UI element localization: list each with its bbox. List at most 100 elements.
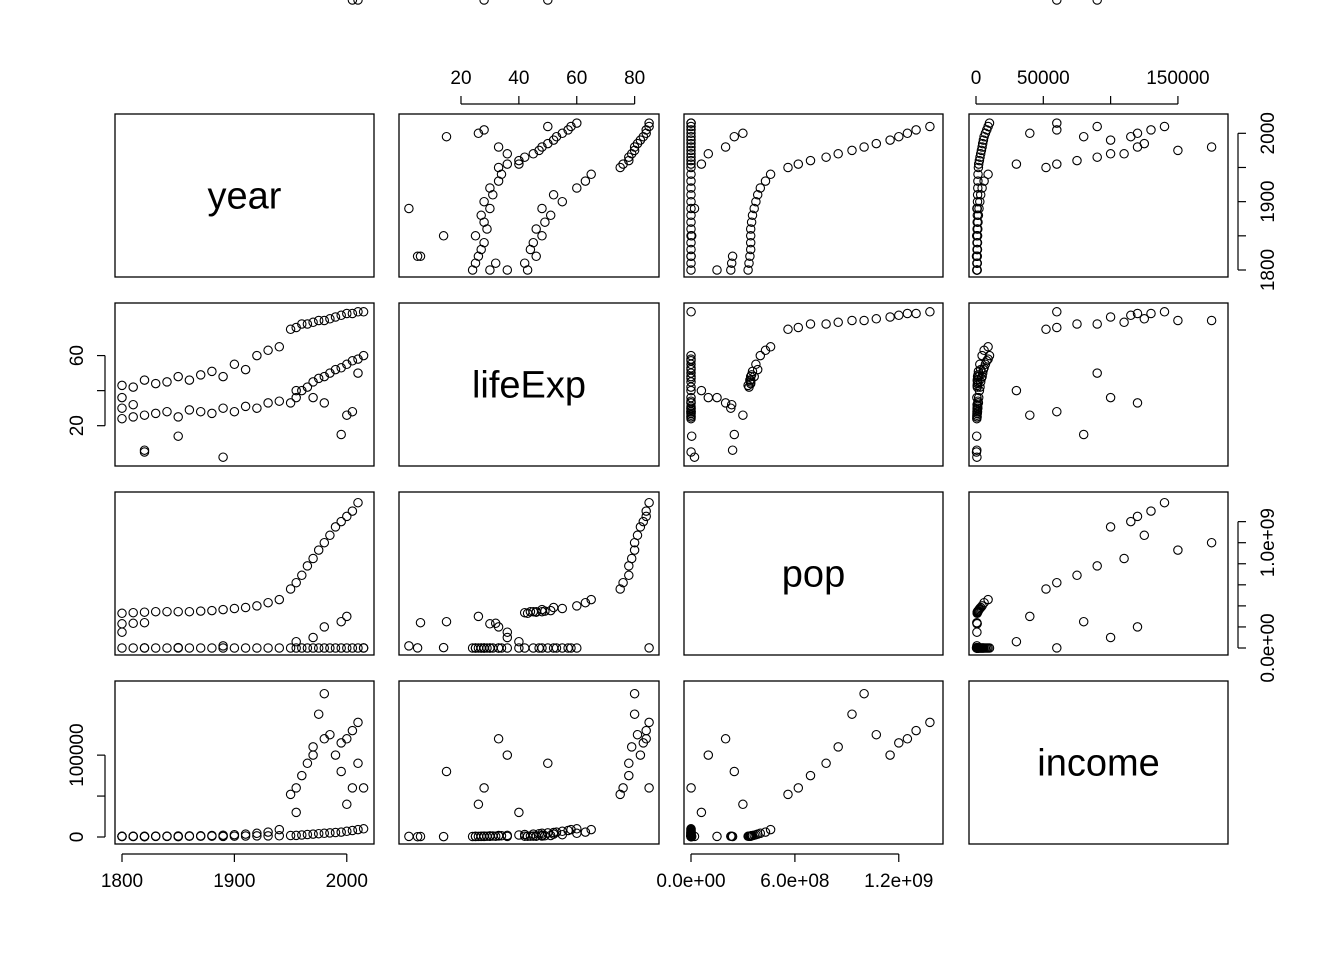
data-point: [285, 324, 296, 335]
data-point: [308, 829, 318, 839]
data-point: [972, 237, 983, 248]
data-point: [347, 308, 358, 319]
data-point: [336, 827, 346, 837]
data-point: [686, 350, 696, 361]
data-point: [162, 377, 172, 387]
panel-frame: [968, 491, 1229, 656]
data-point: [302, 829, 313, 840]
data-point: [482, 643, 492, 653]
data-point: [358, 824, 369, 834]
data-point: [586, 169, 596, 180]
data-point: [712, 265, 722, 275]
data-point: [330, 750, 341, 760]
data-point: [563, 125, 573, 135]
data-point: [313, 373, 324, 384]
data-point: [252, 601, 262, 611]
data-point: [347, 725, 358, 736]
data-point: [342, 826, 352, 837]
data-point: [173, 642, 183, 653]
tick-label-right-year: 1800: [1258, 249, 1279, 291]
data-point: [274, 342, 285, 352]
data-point: [1072, 155, 1082, 166]
data-point: [353, 368, 363, 378]
data-point: [703, 750, 714, 760]
data-point: [325, 530, 335, 541]
data-point: [347, 0, 358, 5]
data-point: [218, 371, 228, 382]
data-point: [703, 392, 714, 403]
data-point: [975, 377, 986, 387]
data-point: [689, 831, 700, 842]
data-point: [493, 734, 504, 744]
data-point: [229, 406, 240, 417]
data-point: [635, 135, 646, 145]
data-point: [793, 159, 804, 169]
data-point: [1132, 308, 1143, 319]
data-point: [745, 231, 756, 241]
data-point: [274, 824, 285, 835]
data-point: [1078, 616, 1089, 627]
tick-label-bottom-pop: 0.0e+00: [656, 871, 725, 892]
data-point: [885, 135, 895, 145]
data-point: [342, 511, 352, 522]
data-point: [1119, 149, 1129, 159]
panel-lifeExp-vs-pop: [683, 302, 944, 467]
data-point: [528, 237, 539, 248]
data-point: [543, 121, 553, 132]
data-point: [977, 142, 987, 152]
data-point: [972, 627, 982, 637]
data-point: [686, 217, 696, 227]
data-point: [686, 152, 696, 162]
data-point: [173, 606, 183, 617]
data-point: [1092, 152, 1102, 162]
data-point: [1052, 406, 1062, 417]
data-point: [580, 597, 591, 608]
data-point: [686, 183, 696, 193]
data-point: [473, 251, 484, 262]
data-point: [285, 643, 296, 653]
panel-frame: [114, 491, 375, 656]
data-point: [885, 750, 895, 760]
data-point: [291, 636, 301, 647]
data-point: [534, 145, 544, 156]
data-point: [624, 152, 634, 162]
data-point: [973, 159, 984, 169]
data-point: [644, 118, 654, 128]
panel-frame: [398, 302, 660, 467]
data-point: [128, 412, 138, 422]
data-point: [726, 399, 737, 410]
data-point: [971, 231, 982, 241]
data-point: [325, 643, 335, 653]
data-point: [1052, 307, 1062, 317]
data-point: [1146, 125, 1156, 135]
data-point: [502, 627, 513, 637]
data-point: [686, 398, 696, 408]
data-point: [353, 307, 363, 317]
data-point: [1126, 310, 1136, 321]
data-point: [485, 265, 495, 275]
tick-label-top-income: 50000: [1017, 68, 1070, 89]
data-point: [760, 827, 771, 837]
data-point: [686, 145, 696, 156]
data-point: [502, 750, 513, 760]
data-point: [308, 317, 318, 328]
data-point: [139, 607, 150, 617]
data-point: [117, 392, 127, 403]
data-point: [805, 770, 816, 781]
data-point: [473, 799, 484, 810]
data-point: [557, 603, 568, 614]
data-point: [438, 231, 449, 241]
data-point: [218, 831, 228, 842]
data-point: [972, 265, 982, 275]
data-point: [644, 783, 654, 793]
data-point: [139, 447, 150, 457]
data-point: [330, 643, 341, 653]
data-point: [686, 169, 696, 180]
data-point: [252, 643, 262, 653]
data-point: [184, 831, 195, 841]
data-point: [984, 118, 995, 128]
data-point: [971, 431, 982, 441]
data-point: [353, 497, 363, 508]
data-point: [240, 364, 251, 375]
data-point: [330, 827, 341, 838]
